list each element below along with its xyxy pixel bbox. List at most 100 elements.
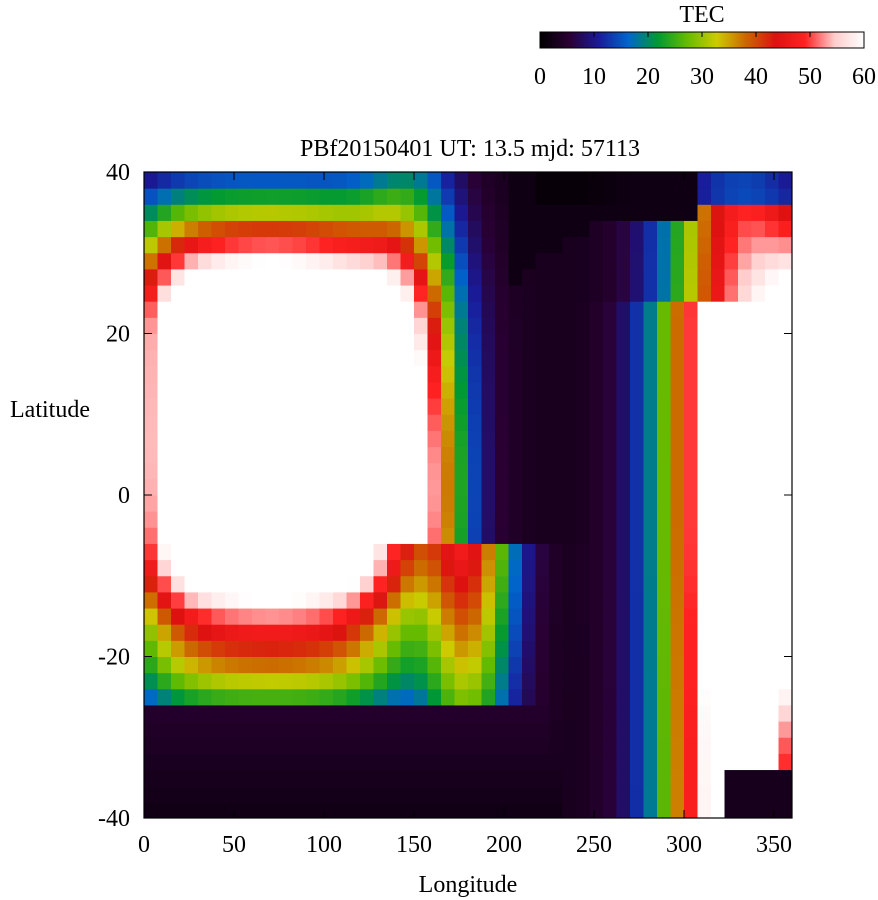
heatmap-cell (306, 236, 320, 254)
heatmap-cell (414, 285, 428, 302)
heatmap-cell (211, 462, 226, 480)
heatmap-cell (603, 527, 617, 544)
heatmap-cell (427, 220, 442, 238)
heatmap-cell (697, 301, 712, 318)
heatmap-cell (549, 349, 563, 367)
heatmap-cell (724, 608, 739, 625)
heatmap-cell (252, 365, 266, 383)
heatmap-cell (373, 527, 388, 544)
heatmap-cell (373, 672, 388, 690)
heatmap-cell (333, 753, 347, 771)
heatmap-cell (549, 737, 563, 754)
heatmap-cell (454, 495, 469, 512)
heatmap-cell (252, 172, 266, 189)
heatmap-cell (198, 495, 212, 512)
heatmap-cell (292, 478, 307, 496)
heatmap-cell (414, 575, 428, 593)
heatmap-cell (522, 204, 536, 221)
heatmap-cell (292, 446, 307, 464)
heatmap-cell (738, 624, 752, 641)
heatmap-cell (738, 559, 752, 577)
heatmap-cell (225, 349, 239, 367)
heatmap-cell (508, 688, 523, 706)
heatmap-cell (603, 704, 617, 722)
heatmap-cell (778, 301, 792, 318)
heatmap-cell (589, 204, 604, 221)
heatmap-cell (333, 640, 347, 657)
heatmap-cell (495, 527, 509, 544)
heatmap-cell (211, 640, 226, 657)
heatmap-cell (481, 785, 496, 803)
heatmap-cell (292, 301, 307, 318)
heatmap-cell (225, 317, 239, 334)
heatmap-cell (738, 172, 752, 189)
heatmap-cell (184, 753, 199, 771)
heatmap-cell (697, 608, 712, 625)
heatmap-cell (198, 688, 212, 706)
heatmap-cell (144, 721, 158, 738)
heatmap-cell (508, 398, 523, 415)
heatmap-cell (522, 591, 536, 609)
heatmap-cell (616, 656, 631, 674)
heatmap-cell (238, 785, 253, 803)
heatmap-cell (576, 511, 590, 528)
heatmap-cell (508, 785, 523, 803)
heatmap-cell (252, 301, 266, 318)
heatmap-cell (535, 204, 550, 221)
heatmap-cell (211, 801, 226, 818)
heatmap-cell (549, 172, 563, 189)
heatmap-cell (427, 704, 442, 722)
heatmap-cell (738, 414, 752, 431)
heatmap-cell (576, 785, 590, 803)
heatmap-cell (670, 430, 685, 448)
heatmap-cell (144, 252, 158, 270)
heatmap-cell (576, 398, 590, 415)
heatmap-cell (387, 188, 401, 205)
heatmap-cell (265, 737, 280, 754)
heatmap-cell (468, 430, 482, 448)
heatmap-cell (724, 268, 739, 286)
heatmap-cell (171, 317, 185, 334)
heatmap-cell (184, 495, 199, 512)
heatmap-cell (765, 220, 779, 238)
heatmap-cell (211, 721, 226, 738)
heatmap-cell (400, 317, 415, 334)
heatmap-cell (238, 462, 253, 480)
heatmap-cell (684, 753, 698, 771)
heatmap-cell (549, 769, 563, 787)
heatmap-cell (535, 624, 550, 641)
heatmap-cell (441, 204, 455, 221)
heatmap-cell (576, 446, 590, 464)
heatmap-cell (292, 559, 307, 577)
heatmap-cell (265, 188, 280, 205)
heatmap-cell (333, 495, 347, 512)
heatmap-cell (360, 591, 374, 609)
heatmap-cell (562, 704, 577, 722)
heatmap-cell (508, 317, 523, 334)
heatmap-cell (373, 446, 388, 464)
heatmap-cell (319, 624, 334, 641)
heatmap-cell (778, 785, 792, 803)
heatmap-cell (157, 640, 172, 657)
heatmap-cell (414, 204, 428, 221)
heatmap-cell (265, 430, 280, 448)
heatmap-cell (184, 236, 199, 254)
heatmap-cell (522, 656, 536, 674)
heatmap-cell (508, 188, 523, 205)
heatmap-cell (495, 462, 509, 480)
heatmap-cell (346, 721, 361, 738)
heatmap-cell (292, 495, 307, 512)
heatmap-cell (198, 672, 212, 690)
heatmap-cell (265, 220, 280, 238)
heatmap-cell (697, 446, 712, 464)
heatmap-cell (184, 414, 199, 431)
heatmap-cell (333, 220, 347, 238)
heatmap-cell (616, 672, 631, 690)
heatmap-cell (157, 753, 172, 771)
heatmap-cell (468, 252, 482, 270)
heatmap-cell (657, 801, 671, 818)
heatmap-cell (373, 478, 388, 496)
heatmap-cell (387, 172, 401, 189)
heatmap-cell (157, 672, 172, 690)
heatmap-cell (387, 672, 401, 690)
